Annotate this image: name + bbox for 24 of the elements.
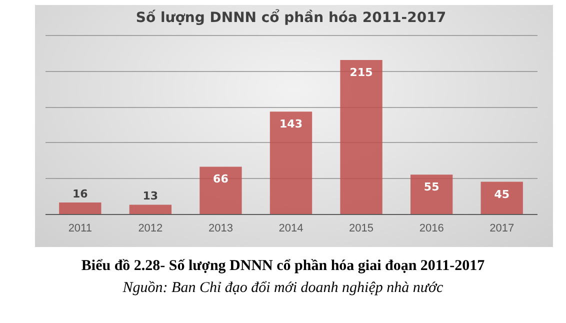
x-tick-label: 2011 [68, 222, 92, 234]
text: Nguồn: Ban Chỉ đạo đổi mới doanh nghiệp nhà nước [122, 279, 444, 298]
data-label: 143 [280, 118, 302, 131]
x-tick-label: 2012 [138, 222, 163, 234]
bar [129, 204, 172, 214]
bar [480, 182, 523, 214]
x-tick-label: 2015 [349, 222, 374, 234]
bar [200, 166, 242, 214]
x-tick-label: 2014 [278, 222, 304, 234]
data-label: 45 [494, 188, 510, 201]
data-label: 16 [72, 188, 88, 201]
x-tick-label: 2016 [419, 222, 444, 234]
x-tick-label: 2013 [208, 222, 233, 234]
bar [410, 174, 453, 214]
bar [270, 112, 312, 214]
data-label: 215 [350, 66, 373, 80]
bar [340, 60, 382, 214]
chart-title: Số lượng DNNN cổ phần hóa 2011-2017 [136, 9, 446, 26]
bar [59, 202, 102, 214]
data-label: 55 [424, 180, 440, 194]
x-tick-label: 2017 [490, 222, 514, 234]
data-label: 13 [142, 190, 158, 203]
data-label: 66 [213, 172, 229, 186]
text: Biểu đồ 2.28- Số lượng DNNN cổ phần hóa giai đoạn 2011-2017 [80, 257, 486, 276]
